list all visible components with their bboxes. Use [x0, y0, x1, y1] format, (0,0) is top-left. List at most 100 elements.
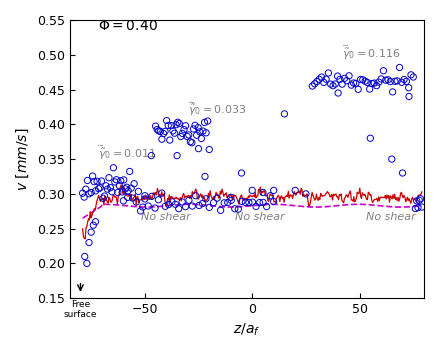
Point [111, 179, 118, 185]
Point [201, 120, 208, 125]
Point [110, 165, 117, 170]
Point [148, 153, 155, 158]
Point [372, 83, 379, 89]
Text: $\sim$: $\sim$ [339, 40, 349, 49]
Point [196, 129, 203, 135]
Text: $\sim$: $\sim$ [95, 139, 105, 149]
Point [334, 90, 341, 96]
Point [198, 136, 205, 141]
Point [132, 199, 139, 205]
Text: No shear: No shear [140, 212, 190, 222]
Point [102, 183, 109, 189]
Point [180, 127, 187, 132]
Point [194, 146, 201, 151]
Point [356, 77, 363, 82]
Point [354, 86, 361, 92]
Point [308, 83, 315, 89]
Point [231, 206, 238, 211]
Point [104, 186, 111, 192]
Point [183, 134, 190, 139]
Point [171, 130, 178, 136]
Text: Free
surface: Free surface [64, 300, 97, 319]
Point [377, 76, 384, 82]
Point [374, 79, 381, 85]
Point [92, 219, 99, 225]
Point [163, 118, 170, 124]
Text: No shear: No shear [234, 212, 284, 222]
Point [134, 189, 141, 194]
Point [315, 77, 322, 82]
Point [84, 178, 91, 183]
Point [156, 129, 163, 134]
Point [114, 190, 121, 195]
Point [116, 183, 123, 189]
Point [107, 185, 114, 191]
Point [202, 130, 209, 136]
Point [248, 199, 255, 205]
Point [280, 111, 287, 117]
Point [409, 74, 416, 80]
Point [96, 185, 103, 191]
Point [324, 70, 331, 76]
Point [178, 199, 185, 205]
Point [158, 190, 165, 196]
Point [93, 179, 100, 184]
Point [345, 73, 352, 79]
Point [402, 79, 409, 84]
Point [126, 169, 133, 174]
Point [194, 125, 201, 131]
Point [192, 193, 199, 199]
Point [83, 261, 90, 266]
Point [245, 200, 252, 205]
Point [333, 73, 340, 79]
Point [379, 68, 386, 73]
Point [205, 204, 212, 210]
Point [120, 177, 127, 183]
Text: $\sim$: $\sim$ [185, 96, 195, 106]
Point [302, 191, 309, 197]
Point [291, 187, 298, 193]
Point [129, 195, 136, 201]
Point [370, 80, 377, 86]
Point [139, 204, 146, 210]
Point [89, 173, 96, 179]
Point [158, 136, 165, 142]
Point [169, 128, 176, 134]
Y-axis label: $v\ [mm/s]$: $v\ [mm/s]$ [15, 127, 31, 191]
Point [366, 136, 373, 141]
Point [343, 78, 350, 83]
Point [238, 199, 245, 204]
Point [187, 139, 194, 145]
Point [108, 189, 115, 195]
Point [331, 81, 338, 87]
Point [405, 94, 412, 99]
Point [190, 126, 197, 132]
Point [269, 199, 276, 204]
Point [416, 196, 423, 202]
Point [406, 72, 413, 78]
Point [326, 81, 333, 87]
Point [121, 186, 128, 192]
Point [317, 74, 324, 80]
Point [148, 193, 155, 199]
Point [224, 200, 231, 205]
Point [198, 201, 205, 207]
Point [137, 208, 144, 214]
Point [340, 76, 347, 81]
Point [361, 78, 368, 84]
Point [82, 186, 89, 192]
Point [117, 178, 124, 184]
Point [262, 204, 269, 209]
Point [90, 179, 97, 185]
Point [120, 198, 127, 204]
Point [185, 197, 192, 203]
Point [412, 198, 419, 204]
Point [165, 202, 172, 208]
X-axis label: $z/a_f$: $z/a_f$ [233, 322, 260, 338]
Point [347, 82, 354, 88]
Point [173, 153, 180, 158]
Point [99, 196, 106, 201]
Point [195, 203, 202, 208]
Point [85, 240, 92, 245]
Point [151, 205, 158, 211]
